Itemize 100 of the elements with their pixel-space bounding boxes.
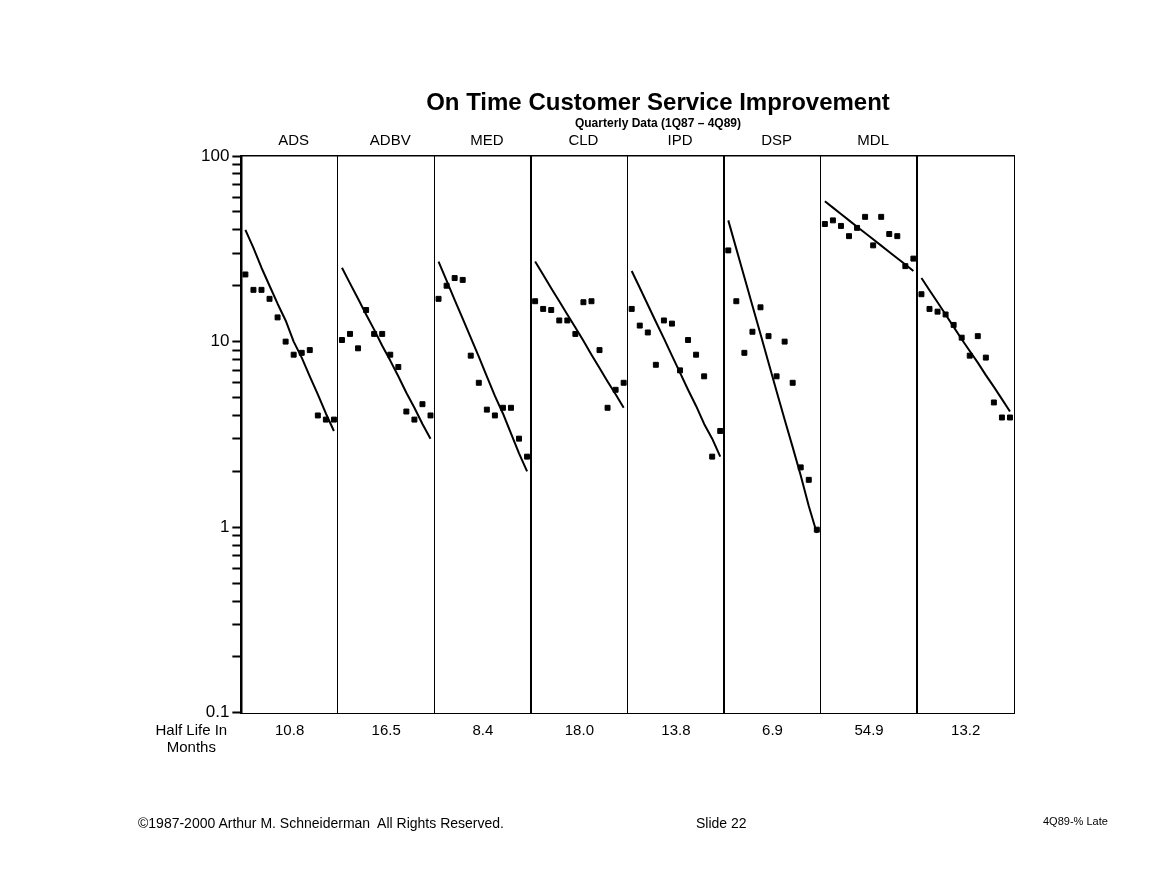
point [652,361,659,368]
point [532,298,539,305]
point [395,363,402,370]
point [379,330,386,337]
point [516,435,523,442]
point [564,317,571,324]
point [290,351,297,358]
point [282,338,289,345]
point [709,453,716,460]
text: ©1987-2000 Arthur M. Schneiderman All Rights Reserved. [138,815,504,831]
point [854,224,861,231]
text: 54.9 [853,720,885,738]
y-tick-label: 100 [200,145,230,165]
point [419,401,426,408]
point [886,231,893,237]
point [330,416,337,423]
point [998,414,1005,421]
point [628,305,635,312]
point [242,271,249,278]
point [427,412,434,419]
point [355,345,362,352]
point [612,386,619,393]
point [483,406,490,413]
point [781,338,788,345]
point [717,427,724,434]
point [258,286,265,293]
point [499,404,506,411]
x-tick-label: ADBV [369,131,411,149]
point [274,314,281,321]
point [990,399,997,406]
point [950,321,957,328]
point [701,373,708,380]
chart-subtitle: Quarterly Data (1Q87 – 4Q89) [573,116,743,130]
text: 6.9 [761,720,784,738]
point [596,347,603,354]
point [829,217,836,224]
point [459,276,466,283]
y-tick-label: 0.1 [205,702,230,722]
text: 13.8 [660,720,692,738]
point [862,213,869,220]
text: 10.8 [274,720,306,738]
point [620,379,627,386]
point [1007,414,1013,421]
point [371,330,378,337]
point [966,352,973,359]
point [982,354,989,361]
text: Slide 22 [696,815,747,831]
x-axis-title: Half Life In Months [154,720,229,755]
point [878,213,885,220]
point [443,282,450,289]
point [902,263,909,270]
point [733,298,740,305]
point [749,328,756,335]
point [403,408,410,415]
text: 4Q89-% Late [1043,815,1108,827]
text: 18.0 [563,720,595,738]
point [556,317,563,324]
point [773,373,780,380]
point [918,291,925,298]
x-tick-label: MED [470,131,504,149]
point [387,351,394,358]
point [467,352,474,359]
point [451,275,458,282]
point [644,329,651,336]
point [604,404,611,411]
point [813,526,820,533]
point [306,347,313,354]
point [926,305,933,312]
point [475,379,482,386]
x-tick-label: CLD [568,131,599,149]
point [685,337,692,343]
x-tick-label: DSP [761,131,792,149]
text: 16.5 [370,720,402,738]
point [572,330,579,337]
point [958,334,965,341]
point [789,379,796,386]
point [934,308,941,315]
y-tick-label: 10 [210,331,230,351]
point [805,476,812,483]
point [588,298,595,305]
point [322,416,329,423]
point [540,305,547,312]
point [677,367,683,374]
point [870,242,877,249]
point [974,333,981,340]
x-tick-label: MDL [857,131,889,149]
point [363,307,370,313]
point [668,320,675,327]
x-tick-label: IPD [667,131,693,149]
point [910,255,917,262]
point [435,295,442,302]
point [757,304,764,311]
point [508,404,514,411]
chart-title: On Time Customer Service Improvement [425,88,891,116]
text: 13.2 [950,720,982,738]
x-tick-label: ADS [278,131,310,149]
point [741,349,748,356]
y-tick-label: 1 [219,516,230,536]
point [524,453,531,460]
point [894,233,901,240]
